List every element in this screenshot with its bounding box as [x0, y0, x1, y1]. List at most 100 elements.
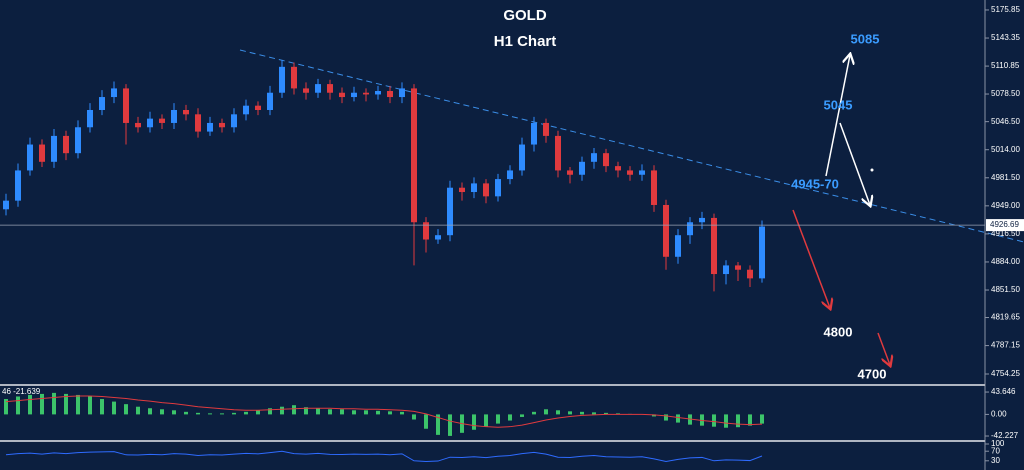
macd-bar	[160, 409, 164, 415]
macd-bar	[376, 410, 380, 415]
macd-bar	[316, 408, 320, 415]
candle-body	[63, 135, 69, 154]
candle-body	[183, 110, 189, 115]
y-tick-label: 70	[991, 446, 1000, 455]
candle-body	[579, 161, 585, 175]
macd-bar	[436, 414, 440, 435]
annotation: 4700	[858, 366, 887, 381]
candle-body	[735, 265, 741, 270]
last-price-label: 4926.69	[990, 220, 1019, 229]
y-tick-label: 4884.00	[991, 257, 1020, 266]
macd-bar	[484, 414, 488, 427]
y-tick-label: 5014.00	[991, 145, 1020, 154]
macd-bar	[148, 408, 152, 415]
y-tick-label: 30	[991, 456, 1000, 465]
trend-line	[239, 49, 1024, 243]
candle-body	[3, 200, 9, 210]
candle-body	[147, 118, 153, 128]
candle-body	[171, 110, 177, 123]
signal-line	[5, 395, 763, 428]
candle-body	[399, 88, 405, 98]
candle-body	[531, 122, 537, 145]
candle-body	[723, 265, 729, 275]
macd-bar	[124, 404, 128, 415]
y-tick-label: 43.646	[991, 387, 1016, 396]
candle-body	[27, 144, 33, 171]
candle-body	[507, 170, 513, 180]
macd-bar	[604, 412, 608, 415]
y-tick-label: 4787.15	[991, 341, 1020, 350]
macd-bar	[76, 394, 80, 415]
candle-body	[759, 226, 765, 279]
candle-body	[495, 179, 501, 197]
candle-body	[231, 114, 237, 128]
candle-body	[51, 135, 57, 162]
y-tick-label: 4916.50	[991, 229, 1020, 238]
candle-body	[351, 92, 357, 98]
candle-body	[519, 144, 525, 171]
candle-body	[567, 170, 573, 175]
candle-body	[123, 88, 129, 123]
macd-bar	[496, 414, 500, 424]
candle-body	[411, 88, 417, 223]
candle-body	[291, 66, 297, 89]
y-tick-label: 4981.50	[991, 173, 1020, 182]
candle-body	[243, 105, 249, 115]
candle-body	[699, 217, 705, 223]
y-tick-label: 5078.50	[991, 89, 1020, 98]
macd-bar	[244, 411, 248, 415]
macd-bar	[664, 414, 668, 421]
candle-body	[591, 153, 597, 162]
y-tick-label: 5143.35	[991, 33, 1020, 42]
macd-bar	[616, 413, 620, 415]
macd-bar	[736, 414, 740, 428]
y-tick-label: 5110.85	[991, 61, 1020, 70]
candle-body	[39, 144, 45, 162]
candle-body	[603, 153, 609, 167]
macd-bar	[472, 414, 476, 430]
candle-body	[435, 235, 441, 240]
annotation: 5045	[824, 97, 853, 112]
macd-bar	[232, 412, 236, 415]
macd-bar	[556, 410, 560, 415]
macd-bar	[532, 411, 536, 415]
candle-body	[87, 110, 93, 128]
annotation: 4800	[824, 324, 853, 339]
macd-bar	[388, 411, 392, 415]
macd-bar	[364, 410, 368, 415]
candle-body	[219, 122, 225, 128]
candle-body	[303, 88, 309, 93]
chart-subtitle: H1 Chart	[494, 33, 557, 50]
macd-bar	[304, 407, 308, 415]
macd-bar	[88, 396, 92, 415]
candle-body	[195, 114, 201, 132]
arrow	[792, 209, 830, 308]
y-tick-label: 4819.65	[991, 313, 1020, 322]
arrow	[877, 332, 890, 365]
candle-body	[627, 170, 633, 175]
macd-bar	[208, 413, 212, 415]
candle-body	[555, 135, 561, 171]
rsi-line	[5, 450, 763, 463]
candle-body	[711, 217, 717, 275]
candle-body	[375, 91, 381, 95]
macd-bar	[268, 408, 272, 415]
candle-body	[315, 84, 321, 93]
macd-bar	[700, 414, 704, 426]
macd-bar	[748, 414, 752, 426]
chart-title: GOLD	[503, 7, 546, 24]
candle-body	[483, 183, 489, 197]
macd-bar	[280, 406, 284, 415]
y-tick-label: 0.00	[991, 410, 1007, 419]
y-tick-label: 5046.50	[991, 117, 1020, 126]
macd-bar	[100, 399, 104, 415]
macd-bar	[136, 406, 140, 415]
candle-body	[363, 92, 369, 95]
candle-body	[135, 122, 141, 128]
y-tick-label: -42.227	[991, 431, 1019, 440]
candle-body	[639, 170, 645, 175]
y-tick-label: 5175.85	[991, 5, 1020, 14]
